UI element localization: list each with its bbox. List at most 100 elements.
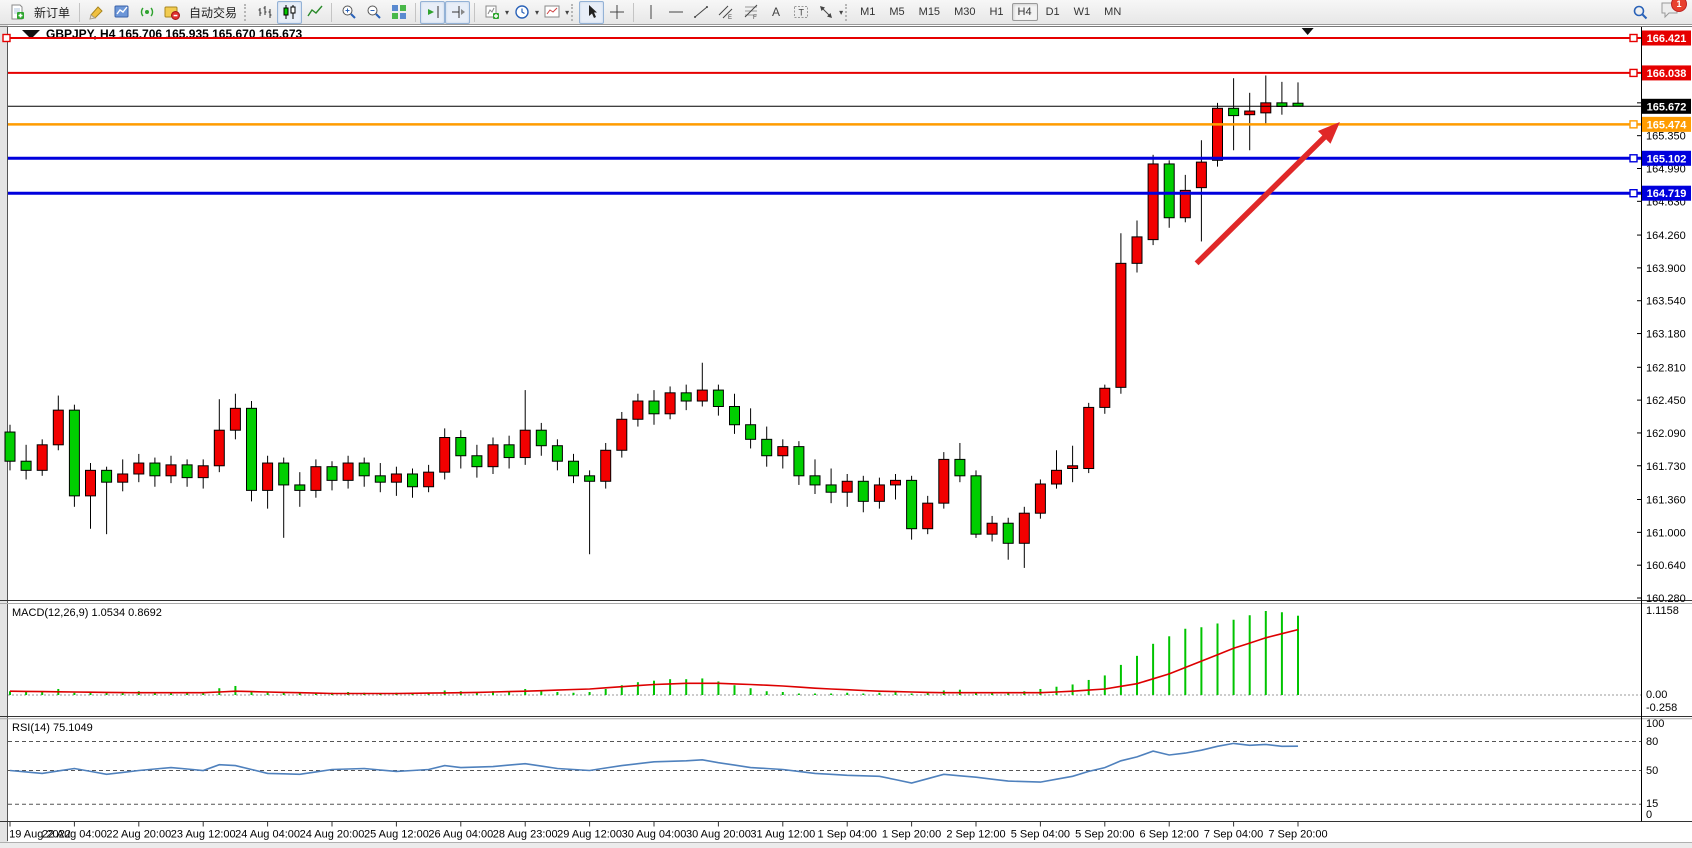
price-tick-label: 165.350 (1646, 131, 1686, 143)
time-label: 19 Aug 2022 (9, 829, 71, 841)
trendline-tool-icon[interactable] (688, 1, 713, 24)
line-handle[interactable] (1629, 68, 1638, 78)
horizontal-line-166.421[interactable] (2, 33, 1641, 43)
time-label: 25 Aug 12:00 (364, 829, 429, 841)
zoom-out-icon[interactable] (361, 1, 386, 24)
timeframe-MN[interactable]: MN (1104, 6, 1122, 18)
text-tool-icon[interactable]: A (763, 1, 788, 24)
price-badge-166.038: 166.038 (1642, 65, 1691, 81)
line-handle[interactable] (1629, 154, 1638, 163)
price-axis[interactable]: 165.710165.350164.990164.630164.260163.9… (1637, 30, 1691, 821)
price-tick-label: 163.540 (1646, 296, 1686, 308)
new-order-button[interactable]: 新订单 (34, 5, 71, 20)
price-tick-label: 160.280 (1646, 593, 1686, 605)
zoom-in-icon[interactable] (336, 1, 361, 24)
candlestick-chart-icon[interactable] (277, 0, 303, 24)
rsi-scale-label: 0 (1646, 809, 1652, 821)
separator (415, 2, 417, 22)
timeframe-D1[interactable]: D1 (1045, 6, 1060, 18)
rsi-scale-label: 50 (1646, 765, 1658, 777)
line-handle[interactable] (1629, 189, 1638, 198)
period-clock-icon[interactable] (509, 1, 534, 24)
horizontal-line-164.719[interactable] (8, 189, 1641, 198)
autotrading-button[interactable]: 自动交易 (189, 5, 238, 20)
notification-count-badge: 1 (1671, 0, 1687, 12)
time-label: 7 Sep 04:00 (1204, 829, 1263, 841)
notifications-chat-icon[interactable]: 1 (1660, 0, 1687, 24)
price-badge-165.672: 165.672 (1642, 98, 1691, 114)
dropdown-caret[interactable]: ▾ (505, 7, 510, 17)
price-tick-label: 161.730 (1646, 461, 1686, 473)
horizontal-line-166.038[interactable] (8, 68, 1641, 78)
rsi-label: RSI(14) 75.1049 (12, 722, 93, 734)
timeframe-W1[interactable]: W1 (1073, 6, 1091, 18)
cursor-icon[interactable] (579, 0, 605, 24)
crosshair-icon[interactable] (604, 1, 629, 24)
rsi-scale-label: 80 (1646, 736, 1658, 748)
time-label: 22 Aug 20:00 (106, 829, 171, 841)
svg-text:F: F (753, 15, 757, 20)
fibonacci-tool-icon[interactable]: F (738, 1, 763, 24)
svg-text:A: A (772, 5, 780, 19)
trend-arrow[interactable] (1194, 122, 1340, 266)
timeframe-M1[interactable]: M1 (860, 6, 876, 18)
horizontal-line-tool-icon[interactable] (663, 1, 688, 24)
publish-chart-icon[interactable] (109, 1, 134, 24)
macd-scale-bottom: -0.258 (1646, 702, 1677, 714)
channel-tool-icon[interactable]: E (713, 1, 738, 24)
dropdown-caret[interactable]: ▾ (565, 7, 570, 17)
signals-icon[interactable] (134, 1, 159, 24)
svg-text:165.102: 165.102 (1647, 153, 1687, 165)
timeframe-M30[interactable]: M30 (954, 6, 976, 18)
time-label: 22 Aug 04:00 (42, 829, 107, 841)
chart-shift-marker[interactable] (1301, 28, 1314, 35)
toolbar-right: 1 (1627, 0, 1688, 24)
dropdown-caret[interactable]: ▾ (535, 7, 540, 17)
chart-area[interactable]: GBPJPY, H4 165.706 165.935 165.670 165.6… (0, 25, 1692, 848)
timeframe-H1[interactable]: H1 (989, 6, 1004, 18)
line-handle[interactable] (1629, 120, 1638, 129)
time-label: 1 Sep 04:00 (818, 829, 877, 841)
text-label-tool-icon[interactable]: T (788, 1, 813, 24)
main-toolbar: 新订单 自动交易 ▾ ▾ ▾ (0, 0, 1692, 25)
tile-windows-icon[interactable] (386, 1, 411, 24)
line-chart-icon[interactable] (302, 1, 327, 24)
timeframe-group: M1 M5 M15 M30 H1 H4 D1 W1 MN (853, 3, 1128, 21)
timeframe-H4[interactable]: H4 (1011, 3, 1038, 21)
timeframe-M15[interactable]: M15 (918, 6, 941, 18)
line-handle[interactable] (2, 33, 11, 43)
time-label: 2 Sep 12:00 (946, 829, 1005, 841)
horizontal-line-165.102[interactable] (8, 154, 1641, 163)
autotrading-icon[interactable] (159, 1, 184, 24)
auto-scroll-icon[interactable] (420, 0, 446, 24)
arrows-tool-icon[interactable] (813, 1, 838, 24)
time-label: 5 Sep 04:00 (1011, 829, 1070, 841)
bar-chart-icon[interactable] (252, 1, 277, 24)
chart-shift-icon[interactable] (445, 0, 471, 24)
object-marker-icon[interactable] (22, 30, 40, 39)
svg-text:T: T (798, 8, 804, 18)
price-tick-label: 160.640 (1646, 560, 1686, 572)
price-tick-label: 164.260 (1646, 230, 1686, 242)
time-label: 30 Aug 04:00 (622, 829, 687, 841)
rsi-panel: RSI(14) 75.1049 (8, 722, 1641, 805)
search-icon[interactable] (1627, 1, 1652, 24)
new-order-icon[interactable] (4, 1, 29, 24)
horizontal-line-165.474[interactable] (8, 120, 1641, 129)
time-label: 23 Aug 12:00 (171, 829, 236, 841)
vertical-line-tool-icon[interactable] (638, 1, 663, 24)
line-handle[interactable] (1629, 33, 1638, 43)
candles (4, 75, 1304, 568)
price-tick-label: 161.000 (1646, 527, 1686, 539)
new-chart-icon[interactable] (479, 1, 504, 24)
timeframe-M5[interactable]: M5 (889, 6, 905, 18)
time-label: 31 Aug 12:00 (750, 829, 815, 841)
time-label: 5 Sep 20:00 (1075, 829, 1134, 841)
dropdown-caret[interactable]: ▾ (839, 7, 844, 17)
templates-icon[interactable] (539, 1, 564, 24)
time-label: 24 Aug 20:00 (300, 829, 365, 841)
price-badge-165.474: 165.474 (1642, 116, 1691, 132)
toolbar-grip (244, 3, 248, 21)
styler-icon[interactable] (84, 1, 109, 24)
